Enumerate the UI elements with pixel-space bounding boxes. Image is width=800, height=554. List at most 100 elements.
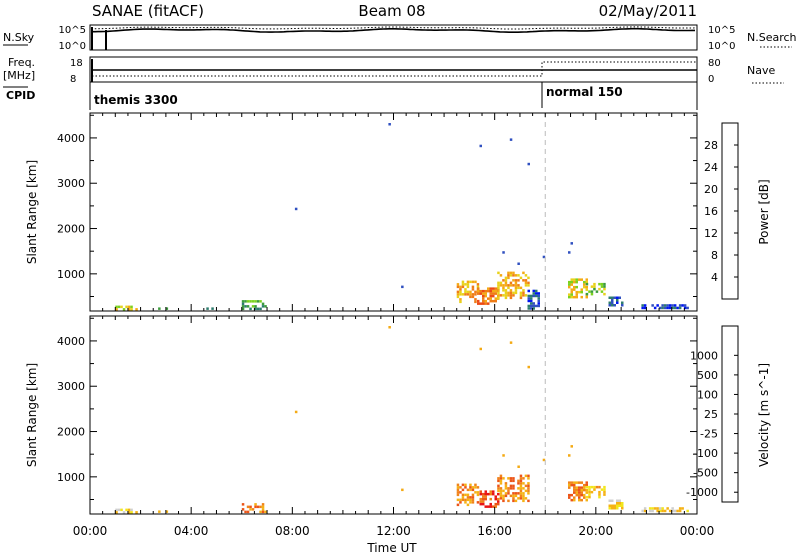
echo-cell bbox=[489, 292, 492, 295]
echo-cell bbox=[573, 285, 576, 289]
nsearch-label: N.Search bbox=[747, 31, 797, 44]
nave-tick-bottom: 0 bbox=[708, 74, 714, 85]
echo-cell bbox=[527, 489, 530, 493]
echo-cell bbox=[487, 297, 490, 300]
echo-cell bbox=[499, 487, 503, 490]
station-title: SANAE (fitACF) bbox=[92, 2, 204, 20]
echo-cell bbox=[492, 289, 495, 293]
echo-point bbox=[542, 255, 546, 259]
echo-point bbox=[502, 251, 505, 254]
echo-cell bbox=[532, 292, 535, 295]
echo-cell bbox=[499, 474, 503, 478]
echo-cell bbox=[519, 482, 523, 485]
echo-cell bbox=[484, 495, 487, 498]
echo-cell bbox=[497, 492, 500, 496]
echo-point bbox=[517, 465, 520, 468]
echo-cell bbox=[656, 509, 659, 513]
echo-cell bbox=[512, 484, 515, 488]
echo-cell bbox=[616, 296, 619, 299]
echo-cell bbox=[588, 290, 591, 293]
echo-cell bbox=[535, 289, 538, 293]
echo-cell bbox=[456, 293, 460, 296]
echo-cell bbox=[487, 289, 490, 293]
echo-region bbox=[158, 510, 169, 513]
echo-cell bbox=[613, 296, 616, 299]
echo-cell bbox=[530, 304, 533, 308]
echo-cell bbox=[502, 289, 505, 292]
echo-point bbox=[388, 326, 391, 329]
freq-tick-bottom: 8 bbox=[70, 74, 76, 85]
y-tick-label: 1000 bbox=[57, 471, 85, 484]
echo-cell bbox=[666, 306, 669, 310]
echo-point bbox=[502, 454, 505, 457]
echo-cell bbox=[527, 297, 530, 300]
echo-cell bbox=[464, 498, 467, 502]
echo-cell bbox=[568, 483, 571, 487]
echo-cell bbox=[476, 493, 480, 497]
echo-cell bbox=[471, 496, 475, 499]
echo-cell bbox=[165, 307, 169, 310]
echo-cell bbox=[673, 304, 677, 307]
echo-cell bbox=[466, 290, 470, 294]
nsky-tick-bottom: 10^0 bbox=[59, 41, 86, 52]
echo-cell bbox=[611, 304, 614, 307]
echo-cell bbox=[469, 488, 472, 492]
echo-cell bbox=[499, 489, 503, 493]
echo-cell bbox=[666, 507, 669, 510]
echo-cell bbox=[537, 304, 540, 308]
echo-cell bbox=[517, 497, 520, 500]
echo-cell bbox=[530, 302, 533, 305]
colorbar-tick-label: 28 bbox=[704, 139, 718, 152]
echo-cell bbox=[502, 477, 505, 480]
echo-cell bbox=[573, 488, 576, 492]
echo-cell bbox=[618, 504, 621, 507]
echo-cell bbox=[573, 491, 576, 494]
echo-cell bbox=[469, 280, 472, 284]
echo-cell bbox=[658, 509, 662, 513]
echo-cell bbox=[522, 487, 525, 490]
echo-cell bbox=[497, 479, 500, 483]
nsky-trace bbox=[91, 27, 695, 33]
echo-cell bbox=[535, 304, 538, 308]
y-tick-label: 2000 bbox=[57, 426, 85, 439]
echo-cell bbox=[461, 280, 465, 284]
echo-cell bbox=[527, 299, 530, 303]
echo-cell bbox=[504, 294, 508, 297]
echo-cell bbox=[580, 493, 583, 497]
echo-cell bbox=[514, 492, 518, 495]
echo-cell bbox=[522, 271, 525, 275]
echo-cell bbox=[517, 286, 520, 290]
echo-cell bbox=[466, 493, 470, 497]
echo-cell bbox=[532, 294, 535, 298]
echo-cell bbox=[456, 295, 460, 299]
echo-cell bbox=[494, 505, 497, 508]
echo-cell bbox=[504, 482, 508, 485]
echo-cell bbox=[658, 306, 662, 310]
echo-cell bbox=[466, 280, 470, 284]
echo-region bbox=[608, 296, 624, 307]
echo-cell bbox=[519, 494, 523, 498]
echo-cell bbox=[466, 498, 470, 502]
echo-cell bbox=[499, 494, 503, 498]
echo-cell bbox=[497, 284, 500, 287]
echo-cell bbox=[512, 279, 515, 282]
echo-cell bbox=[648, 507, 652, 510]
colorbar-tick-label: -500 bbox=[693, 467, 718, 480]
echo-cell bbox=[456, 285, 460, 289]
echo-cell bbox=[575, 488, 578, 492]
echo-cell bbox=[578, 496, 581, 499]
echo-cell bbox=[489, 492, 492, 496]
echo-cell bbox=[535, 292, 538, 295]
echo-cell bbox=[580, 295, 583, 299]
echo-cell bbox=[504, 487, 508, 490]
echo-cell bbox=[259, 300, 262, 303]
echo-cell bbox=[512, 274, 515, 277]
echo-cell bbox=[246, 305, 250, 308]
echo-cell bbox=[578, 493, 581, 497]
echo-cell bbox=[456, 498, 460, 502]
echo-region bbox=[206, 307, 214, 310]
echo-cell bbox=[484, 497, 487, 501]
echo-cell bbox=[504, 289, 508, 292]
echo-cell bbox=[641, 509, 644, 513]
echo-cell bbox=[474, 293, 477, 296]
